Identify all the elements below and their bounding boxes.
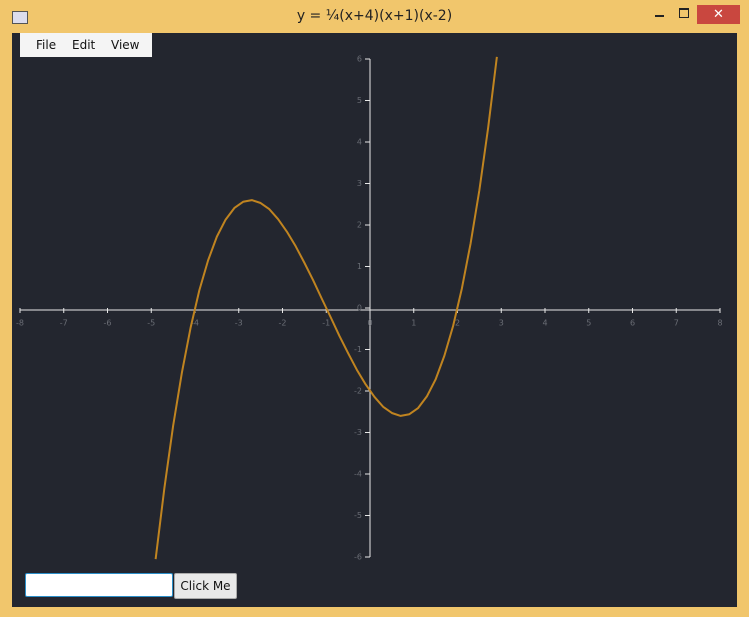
y-tick-label: 1 bbox=[357, 262, 362, 271]
menu-item[interactable]: Edit bbox=[72, 38, 96, 52]
x-tick-label: 0 bbox=[367, 319, 372, 328]
y-tick-label: 4 bbox=[357, 138, 362, 147]
y-tick-label: 2 bbox=[357, 221, 362, 230]
x-tick-label: -8 bbox=[16, 319, 24, 328]
text-input[interactable] bbox=[25, 573, 173, 597]
y-tick-label: -4 bbox=[354, 470, 362, 479]
x-tick-label: -3 bbox=[235, 319, 243, 328]
x-tick-label: -2 bbox=[279, 319, 287, 328]
x-tick-label: -7 bbox=[60, 319, 68, 328]
y-tick-label: -5 bbox=[354, 511, 362, 520]
content-area bbox=[12, 33, 737, 607]
x-tick-label: 2 bbox=[455, 319, 460, 328]
curve bbox=[154, 56, 498, 560]
y-tick-label: -6 bbox=[354, 553, 362, 562]
x-tick-label: 4 bbox=[542, 319, 547, 328]
menu-item[interactable]: View bbox=[111, 38, 140, 52]
y-tick-label: 6 bbox=[357, 55, 362, 64]
x-tick-label: -1 bbox=[322, 319, 330, 328]
x-tick-label: 7 bbox=[674, 319, 679, 328]
app-icon bbox=[12, 11, 28, 24]
x-tick-label: 1 bbox=[411, 319, 416, 328]
y-tick-label: -1 bbox=[354, 345, 362, 354]
x-tick-label: 3 bbox=[499, 319, 504, 328]
menu-bar: File Edit View bbox=[20, 33, 152, 57]
minimize-button[interactable] bbox=[650, 6, 670, 22]
y-tick-label: 5 bbox=[357, 96, 362, 105]
y-tick-label: 3 bbox=[357, 179, 362, 188]
maximize-button[interactable] bbox=[675, 6, 695, 22]
button[interactable]: Click Me bbox=[174, 573, 237, 599]
y-tick-label: 0 bbox=[357, 304, 362, 313]
x-tick-label: 6 bbox=[630, 319, 635, 328]
x-tick-label: -5 bbox=[147, 319, 155, 328]
y-tick-label: -2 bbox=[354, 387, 362, 396]
x-tick-label: -6 bbox=[104, 319, 112, 328]
x-tick-label: 5 bbox=[586, 319, 591, 328]
x-tick-label: -4 bbox=[191, 319, 199, 328]
window-title: y = ¼(x+4)(x+1)(x-2) bbox=[296, 8, 453, 24]
x-tick-label: 8 bbox=[717, 319, 722, 328]
close-button[interactable]: ✕ bbox=[697, 5, 740, 24]
y-tick-label: -3 bbox=[354, 428, 362, 437]
menu-item[interactable]: File bbox=[36, 38, 57, 52]
